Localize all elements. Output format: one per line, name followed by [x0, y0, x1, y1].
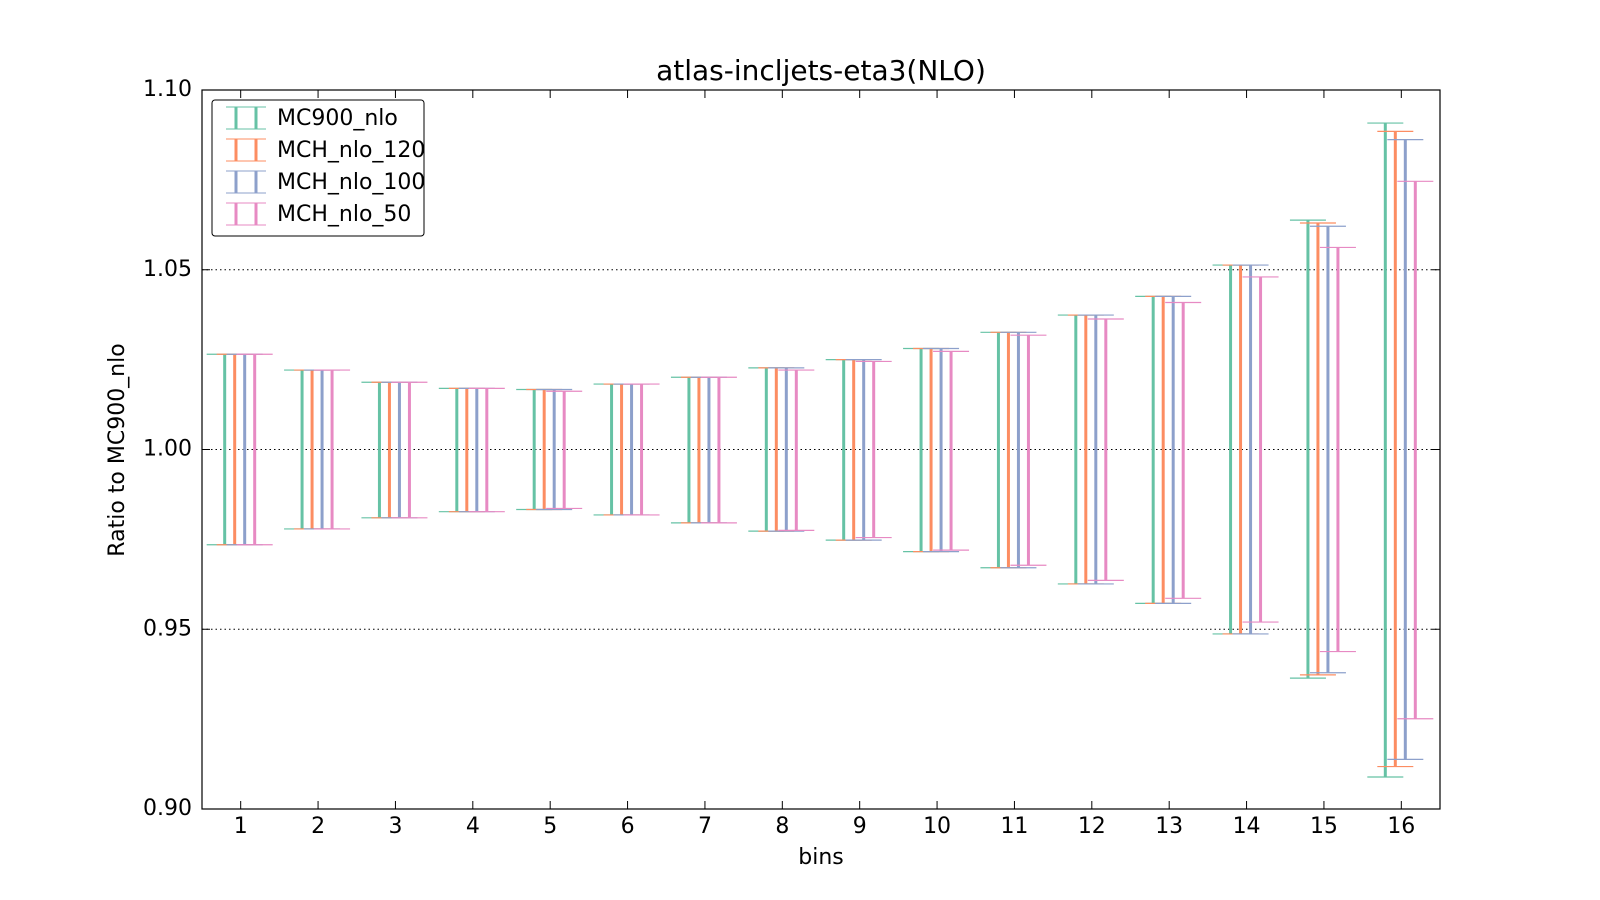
y-tick-label: 1.05 [143, 257, 192, 282]
x-axis-label: bins [798, 845, 843, 870]
x-tick-label: 6 [621, 814, 635, 839]
legend-label: MCH_nlo_120 [277, 138, 425, 163]
x-tick-label: 15 [1310, 814, 1338, 839]
y-tick-label: 1.00 [143, 437, 192, 462]
x-tick-label: 11 [1000, 814, 1028, 839]
x-tick-label: 2 [311, 814, 325, 839]
x-tick-label: 3 [388, 814, 402, 839]
legend: MC900_nlo MCH_nlo_120 MCH_nlo_100 MCH_nlo_5… [211, 99, 425, 237]
x-tick-label: 5 [543, 814, 557, 839]
x-tick-label: 16 [1387, 814, 1415, 839]
x-tick-label: 13 [1155, 814, 1183, 839]
chart-title: atlas-incljets-eta3(NLO) [656, 54, 986, 87]
y-tick-label: 0.95 [143, 616, 192, 641]
legend-label: MC900_nlo [277, 106, 398, 131]
y-tick-label: 0.90 [143, 796, 192, 821]
legend-label: MCH_nlo_100 [277, 170, 425, 195]
legend-label: MCH_nlo_50 [277, 202, 411, 227]
x-tick-label: 14 [1233, 814, 1261, 839]
legend-frame [211, 99, 425, 237]
x-tick-label: 4 [466, 814, 480, 839]
y-tick-label: 1.10 [143, 77, 192, 102]
x-tick-label: 7 [698, 814, 712, 839]
x-tick-label: 8 [775, 814, 789, 839]
y-axis-label: Ratio to MC900_nlo [105, 343, 130, 556]
x-tick-label: 12 [1078, 814, 1106, 839]
x-tick-label: 9 [853, 814, 867, 839]
plot-frame [201, 89, 1441, 810]
x-tick-label: 10 [923, 814, 951, 839]
x-tick-label: 1 [234, 814, 248, 839]
